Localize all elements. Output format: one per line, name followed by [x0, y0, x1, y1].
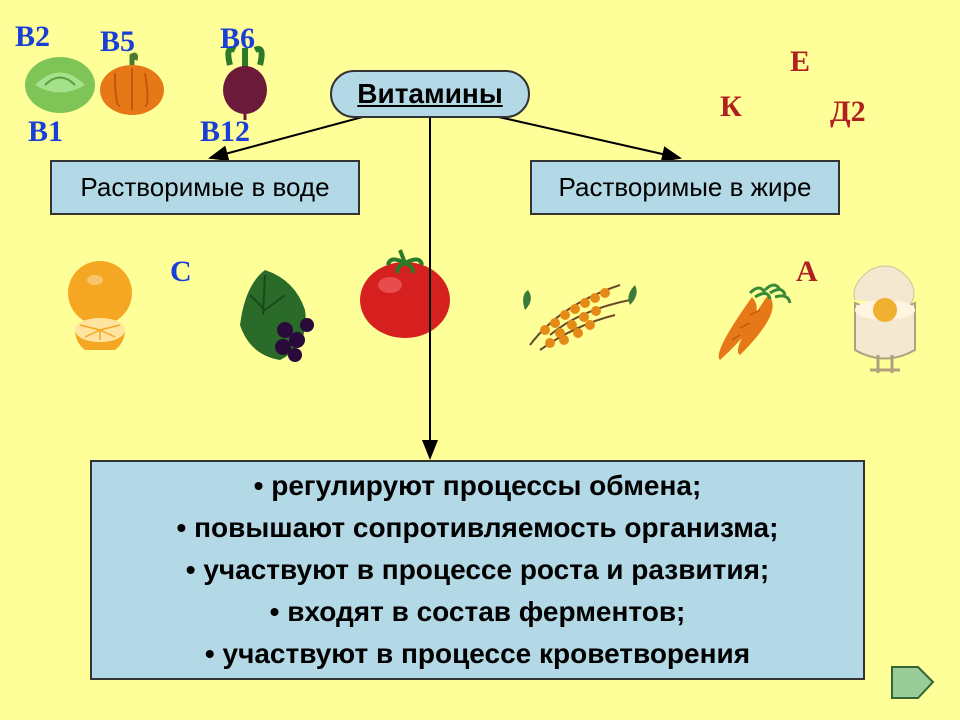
- function-item: • участвуют в процессе кроветворения: [205, 633, 750, 675]
- vitamin-label: В6: [220, 22, 255, 56]
- vitamin-label: В12: [200, 115, 250, 149]
- function-item: • входят в состав ферментов;: [270, 591, 686, 633]
- fat-soluble-box: Растворимые в жире: [530, 160, 840, 215]
- function-item: • повышают сопротивляемость организма;: [177, 507, 779, 549]
- vitamin-label: Д2: [830, 95, 866, 129]
- water-soluble-box: Растворимые в воде: [50, 160, 360, 215]
- title-box: Витамины: [330, 70, 530, 118]
- functions-box: • регулируют процессы обмена;• повышают …: [90, 460, 865, 680]
- vitamin-label: К: [720, 90, 742, 124]
- next-slide-button[interactable]: [890, 665, 935, 700]
- function-item: • регулируют процессы обмена;: [254, 465, 702, 507]
- vitamin-label: С: [170, 255, 192, 289]
- vitamin-label: В5: [100, 25, 135, 59]
- vitamin-label: В2: [15, 20, 50, 54]
- vitamin-label: А: [796, 255, 818, 289]
- vitamin-label: В1: [28, 115, 63, 149]
- vitamin-label: Е: [790, 45, 810, 79]
- function-item: • участвуют в процессе роста и развития;: [186, 549, 770, 591]
